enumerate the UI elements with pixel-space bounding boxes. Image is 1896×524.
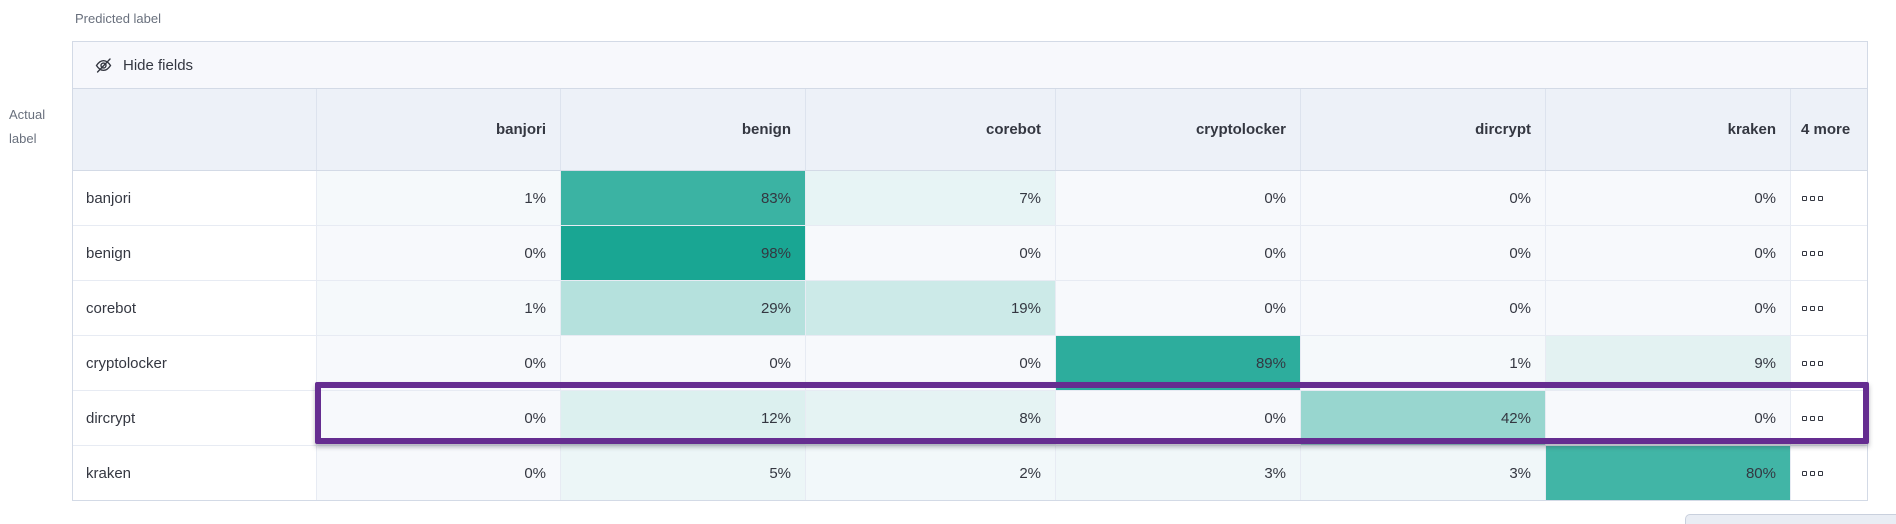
- row-actions-cryptolocker[interactable]: [1791, 336, 1867, 391]
- cell-dircrypt-benign[interactable]: 12%: [561, 391, 806, 446]
- boxes-horizontal-icon: [1818, 470, 1823, 476]
- rows-container: banjori 1% 83% 7% 0% 0% 0% benign 0% 98% 0% 0% 0% 0% c…: [73, 171, 1867, 501]
- column-header-more[interactable]: 4 more: [1791, 89, 1867, 171]
- boxes-horizontal-icon: [1818, 415, 1823, 421]
- cell-benign-benign[interactable]: 98%: [561, 226, 806, 281]
- cell-dircrypt-dircrypt[interactable]: 42%: [1301, 391, 1546, 446]
- cell-dircrypt-cryptolocker[interactable]: 0%: [1056, 391, 1301, 446]
- cell-benign-corebot[interactable]: 0%: [806, 226, 1056, 281]
- matrix-layout: Actual label Hide fields banjori benign co…: [0, 41, 1896, 502]
- hide-fields-label: Hide fields: [123, 56, 194, 74]
- boxes-horizontal-icon: [1810, 360, 1815, 366]
- hide-fields-button[interactable]: Hide fields: [73, 42, 1867, 90]
- table-row-banjori: banjori 1% 83% 7% 0% 0% 0%: [73, 171, 1867, 227]
- boxes-horizontal-icon: [1810, 470, 1815, 476]
- cell-cryptolocker-corebot[interactable]: 0%: [806, 336, 1056, 391]
- cell-kraken-cryptolocker[interactable]: 3%: [1056, 446, 1301, 501]
- boxes-horizontal-icon: [1818, 250, 1823, 256]
- cell-kraken-dircrypt[interactable]: 3%: [1301, 446, 1546, 501]
- row-actions-corebot[interactable]: [1791, 281, 1867, 336]
- boxes-horizontal-icon: [1802, 195, 1807, 201]
- table-row-benign: benign 0% 98% 0% 0% 0% 0%: [73, 226, 1867, 282]
- column-header-benign[interactable]: benign: [561, 89, 806, 171]
- cell-benign-cryptolocker[interactable]: 0%: [1056, 226, 1301, 281]
- cell-dircrypt-banjori[interactable]: 0%: [317, 391, 561, 446]
- cell-banjori-banjori[interactable]: 1%: [317, 171, 561, 226]
- boxes-horizontal-icon: [1802, 305, 1807, 311]
- table-row-dircrypt: dircrypt 0% 12% 8% 0% 42% 0%: [73, 391, 1867, 447]
- cell-kraken-banjori[interactable]: 0%: [317, 446, 561, 501]
- table-row-corebot: corebot 1% 29% 19% 0% 0% 0%: [73, 281, 1867, 337]
- corner-header-cell: [73, 89, 317, 171]
- cell-cryptolocker-benign[interactable]: 0%: [561, 336, 806, 391]
- bottom-right-panel-edge: [1685, 514, 1896, 524]
- cell-banjori-benign[interactable]: 83%: [561, 171, 806, 226]
- cell-dircrypt-kraken[interactable]: 0%: [1546, 391, 1791, 446]
- row-actions-banjori[interactable]: [1791, 171, 1867, 226]
- boxes-horizontal-icon: [1818, 305, 1823, 311]
- cell-corebot-kraken[interactable]: 0%: [1546, 281, 1791, 336]
- row-label-corebot[interactable]: corebot: [73, 281, 317, 336]
- row-actions-dircrypt[interactable]: [1791, 391, 1867, 446]
- boxes-horizontal-icon: [1810, 250, 1815, 256]
- cell-cryptolocker-kraken[interactable]: 9%: [1546, 336, 1791, 391]
- actual-axis-label: Actual label: [9, 107, 46, 147]
- row-label-cryptolocker[interactable]: cryptolocker: [73, 336, 317, 391]
- cell-cryptolocker-cryptolocker[interactable]: 89%: [1056, 336, 1301, 391]
- cell-banjori-cryptolocker[interactable]: 0%: [1056, 171, 1301, 226]
- column-header-corebot[interactable]: corebot: [806, 89, 1056, 171]
- eye-closed-icon: [94, 56, 113, 75]
- cell-corebot-dircrypt[interactable]: 0%: [1301, 281, 1546, 336]
- boxes-horizontal-icon: [1802, 470, 1807, 476]
- cell-corebot-corebot[interactable]: 19%: [806, 281, 1056, 336]
- header-row: banjori benign corebot cryptolocker dircrypt…: [73, 89, 1867, 172]
- boxes-horizontal-icon: [1802, 360, 1807, 366]
- column-header-cryptolocker[interactable]: cryptolocker: [1056, 89, 1301, 171]
- cell-banjori-kraken[interactable]: 0%: [1546, 171, 1791, 226]
- cell-kraken-corebot[interactable]: 2%: [806, 446, 1056, 501]
- predicted-axis-label: Predicted label: [75, 11, 161, 26]
- row-label-benign[interactable]: benign: [73, 226, 317, 281]
- boxes-horizontal-icon: [1810, 305, 1815, 311]
- cell-banjori-corebot[interactable]: 7%: [806, 171, 1056, 226]
- boxes-horizontal-icon: [1818, 360, 1823, 366]
- row-label-dircrypt[interactable]: dircrypt: [73, 391, 317, 446]
- table-row-kraken: kraken 0% 5% 2% 3% 3% 80%: [73, 446, 1867, 501]
- row-actions-kraken[interactable]: [1791, 446, 1867, 501]
- row-label-banjori[interactable]: banjori: [73, 171, 317, 226]
- column-header-kraken[interactable]: kraken: [1546, 89, 1791, 171]
- row-actions-benign[interactable]: [1791, 226, 1867, 281]
- cell-cryptolocker-dircrypt[interactable]: 1%: [1301, 336, 1546, 391]
- cell-corebot-benign[interactable]: 29%: [561, 281, 806, 336]
- cell-banjori-dircrypt[interactable]: 0%: [1301, 171, 1546, 226]
- boxes-horizontal-icon: [1818, 195, 1823, 201]
- cell-benign-banjori[interactable]: 0%: [317, 226, 561, 281]
- confusion-matrix-table: Hide fields banjori benign corebot cryptolo…: [72, 41, 1869, 502]
- boxes-horizontal-icon: [1802, 250, 1807, 256]
- boxes-horizontal-icon: [1810, 195, 1815, 201]
- column-header-banjori[interactable]: banjori: [317, 89, 561, 171]
- cell-kraken-benign[interactable]: 5%: [561, 446, 806, 501]
- cell-corebot-cryptolocker[interactable]: 0%: [1056, 281, 1301, 336]
- cell-benign-dircrypt[interactable]: 0%: [1301, 226, 1546, 281]
- table-row-cryptolocker: cryptolocker 0% 0% 0% 89% 1% 9%: [73, 336, 1867, 392]
- boxes-horizontal-icon: [1810, 415, 1815, 421]
- cell-kraken-kraken[interactable]: 80%: [1546, 446, 1791, 501]
- boxes-horizontal-icon: [1802, 415, 1807, 421]
- column-header-dircrypt[interactable]: dircrypt: [1301, 89, 1546, 171]
- cell-cryptolocker-banjori[interactable]: 0%: [317, 336, 561, 391]
- cell-dircrypt-corebot[interactable]: 8%: [806, 391, 1056, 446]
- row-label-kraken[interactable]: kraken: [73, 446, 317, 501]
- cell-benign-kraken[interactable]: 0%: [1546, 226, 1791, 281]
- cell-corebot-banjori[interactable]: 1%: [317, 281, 561, 336]
